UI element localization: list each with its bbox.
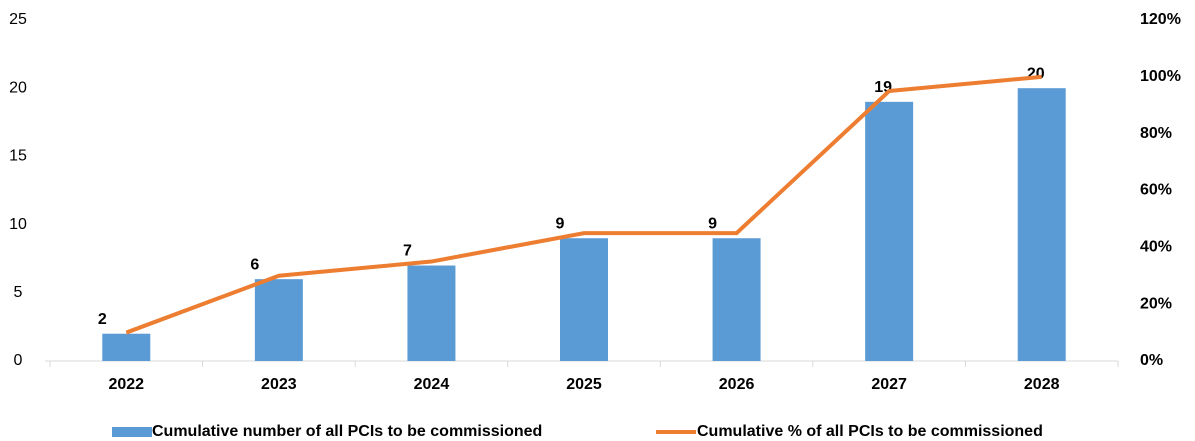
data-label: 9 xyxy=(556,215,565,232)
y2-tick-label: 20% xyxy=(1140,295,1172,312)
x-tick-label: 2027 xyxy=(871,376,907,393)
x-tick-label: 2028 xyxy=(1024,376,1060,393)
data-label: 19 xyxy=(874,79,892,96)
x-tick-label: 2023 xyxy=(261,376,297,393)
y2-tick-label: 60% xyxy=(1140,182,1172,199)
y-tick-label: 25 xyxy=(9,11,27,28)
x-tick-label: 2022 xyxy=(108,376,144,393)
data-label: 7 xyxy=(403,243,412,260)
bar xyxy=(407,265,456,361)
line xyxy=(125,74,1042,335)
y-tick-label: 20 xyxy=(9,79,27,96)
y2-tick-label: 40% xyxy=(1140,239,1172,256)
bar xyxy=(1017,88,1066,361)
bar xyxy=(712,238,761,361)
legend-swatch xyxy=(112,427,152,437)
x-tick-label: 2025 xyxy=(566,376,602,393)
y-tick-label: 5 xyxy=(14,284,23,301)
legend-label: Cumulative % of all PCIs to be commissio… xyxy=(697,423,1043,440)
bar xyxy=(560,238,608,361)
data-label: 2 xyxy=(98,311,107,328)
y2-tick-label: 100% xyxy=(1140,68,1181,85)
y2-tick-label: 80% xyxy=(1140,125,1172,142)
bar xyxy=(254,279,303,361)
x-tick-label: 2024 xyxy=(414,376,450,393)
y2-tick-label: 0% xyxy=(1140,352,1163,369)
y-tick-label: 15 xyxy=(9,148,27,165)
bar xyxy=(102,333,151,361)
y-tick-label: 10 xyxy=(9,216,27,233)
data-label: 9 xyxy=(708,215,717,232)
data-label: 6 xyxy=(250,256,259,273)
legend-label: Cumulative number of all PCIs to be comm… xyxy=(152,423,542,440)
y-tick-label: 0 xyxy=(14,352,23,369)
x-tick-label: 2026 xyxy=(719,376,755,393)
bar xyxy=(865,101,914,361)
y2-tick-label: 120% xyxy=(1140,11,1181,28)
